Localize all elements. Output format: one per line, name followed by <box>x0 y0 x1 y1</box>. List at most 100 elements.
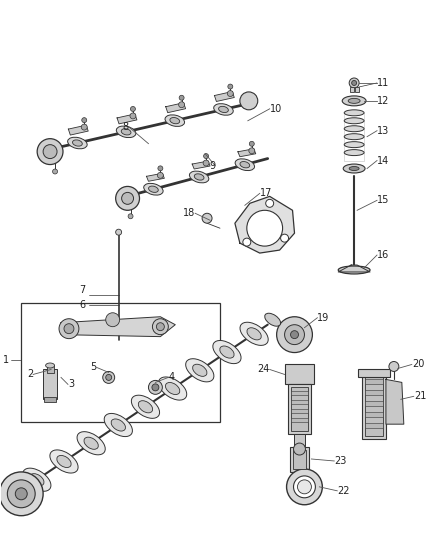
Text: 15: 15 <box>377 196 389 205</box>
Bar <box>288 384 311 434</box>
Ellipse shape <box>30 474 44 486</box>
Ellipse shape <box>159 377 187 400</box>
Ellipse shape <box>194 174 204 180</box>
Circle shape <box>158 166 163 171</box>
Bar <box>47 366 54 374</box>
Circle shape <box>389 361 399 372</box>
Polygon shape <box>386 379 404 424</box>
Circle shape <box>281 234 289 242</box>
Ellipse shape <box>57 455 71 467</box>
Ellipse shape <box>235 159 254 171</box>
Bar <box>290 400 308 404</box>
Circle shape <box>290 330 298 338</box>
Text: 20: 20 <box>412 359 424 369</box>
Circle shape <box>179 102 184 108</box>
Ellipse shape <box>50 450 78 473</box>
Circle shape <box>240 92 258 110</box>
Ellipse shape <box>144 183 163 195</box>
Ellipse shape <box>265 313 281 326</box>
Ellipse shape <box>344 118 364 124</box>
Circle shape <box>152 319 168 335</box>
Polygon shape <box>117 114 137 124</box>
Circle shape <box>203 160 209 166</box>
Text: 21: 21 <box>414 391 426 401</box>
Polygon shape <box>238 149 256 157</box>
Circle shape <box>59 319 79 338</box>
Ellipse shape <box>219 106 228 112</box>
Bar <box>44 397 56 402</box>
Circle shape <box>152 384 159 391</box>
Circle shape <box>285 325 304 345</box>
Text: 1: 1 <box>3 354 9 365</box>
Circle shape <box>64 324 74 334</box>
Circle shape <box>157 172 163 179</box>
Ellipse shape <box>214 104 233 115</box>
Ellipse shape <box>338 266 370 274</box>
Circle shape <box>106 313 120 327</box>
Bar <box>355 87 359 92</box>
Bar <box>293 450 307 469</box>
Text: 14: 14 <box>377 156 389 166</box>
Text: 5: 5 <box>91 362 97 373</box>
Circle shape <box>37 139 63 165</box>
Bar <box>365 412 383 417</box>
Ellipse shape <box>170 117 180 124</box>
Bar <box>290 418 308 422</box>
Circle shape <box>130 113 136 119</box>
Circle shape <box>106 375 112 381</box>
Text: 24: 24 <box>257 365 270 375</box>
Polygon shape <box>68 125 88 135</box>
Circle shape <box>122 192 134 204</box>
Ellipse shape <box>342 96 366 106</box>
Ellipse shape <box>166 383 180 394</box>
Ellipse shape <box>213 341 241 364</box>
Text: 16: 16 <box>377 250 389 260</box>
Circle shape <box>179 95 184 100</box>
Circle shape <box>202 213 212 223</box>
Bar <box>362 375 386 439</box>
Bar <box>365 401 383 406</box>
Circle shape <box>103 372 115 383</box>
Bar <box>293 434 305 446</box>
Text: 10: 10 <box>270 104 282 114</box>
Circle shape <box>53 169 57 174</box>
Text: 4: 4 <box>168 373 174 382</box>
Text: 23: 23 <box>334 456 346 466</box>
Circle shape <box>148 381 162 394</box>
Ellipse shape <box>84 437 98 449</box>
Ellipse shape <box>344 150 364 156</box>
Ellipse shape <box>240 322 268 345</box>
Ellipse shape <box>344 110 364 116</box>
Circle shape <box>131 107 135 111</box>
Ellipse shape <box>189 171 209 183</box>
Ellipse shape <box>23 468 51 491</box>
Bar <box>290 391 308 395</box>
Bar <box>365 423 383 428</box>
Text: 18: 18 <box>183 208 195 219</box>
Bar <box>365 390 383 395</box>
Text: 3: 3 <box>68 379 74 390</box>
Circle shape <box>7 480 35 508</box>
Circle shape <box>227 91 233 96</box>
Polygon shape <box>235 196 294 253</box>
Circle shape <box>352 80 357 85</box>
Circle shape <box>266 199 274 207</box>
Polygon shape <box>166 103 186 112</box>
Bar <box>365 379 383 384</box>
Circle shape <box>247 211 283 246</box>
Ellipse shape <box>344 142 364 148</box>
Ellipse shape <box>67 137 87 149</box>
Circle shape <box>277 317 312 352</box>
Circle shape <box>297 480 311 494</box>
Polygon shape <box>338 265 370 272</box>
Ellipse shape <box>121 128 131 135</box>
Polygon shape <box>215 92 234 101</box>
Circle shape <box>156 322 164 330</box>
Circle shape <box>204 154 208 158</box>
Circle shape <box>82 118 87 123</box>
Circle shape <box>128 214 133 219</box>
Polygon shape <box>146 173 164 181</box>
Circle shape <box>228 84 233 89</box>
Polygon shape <box>61 317 175 337</box>
Text: 2: 2 <box>27 369 33 379</box>
